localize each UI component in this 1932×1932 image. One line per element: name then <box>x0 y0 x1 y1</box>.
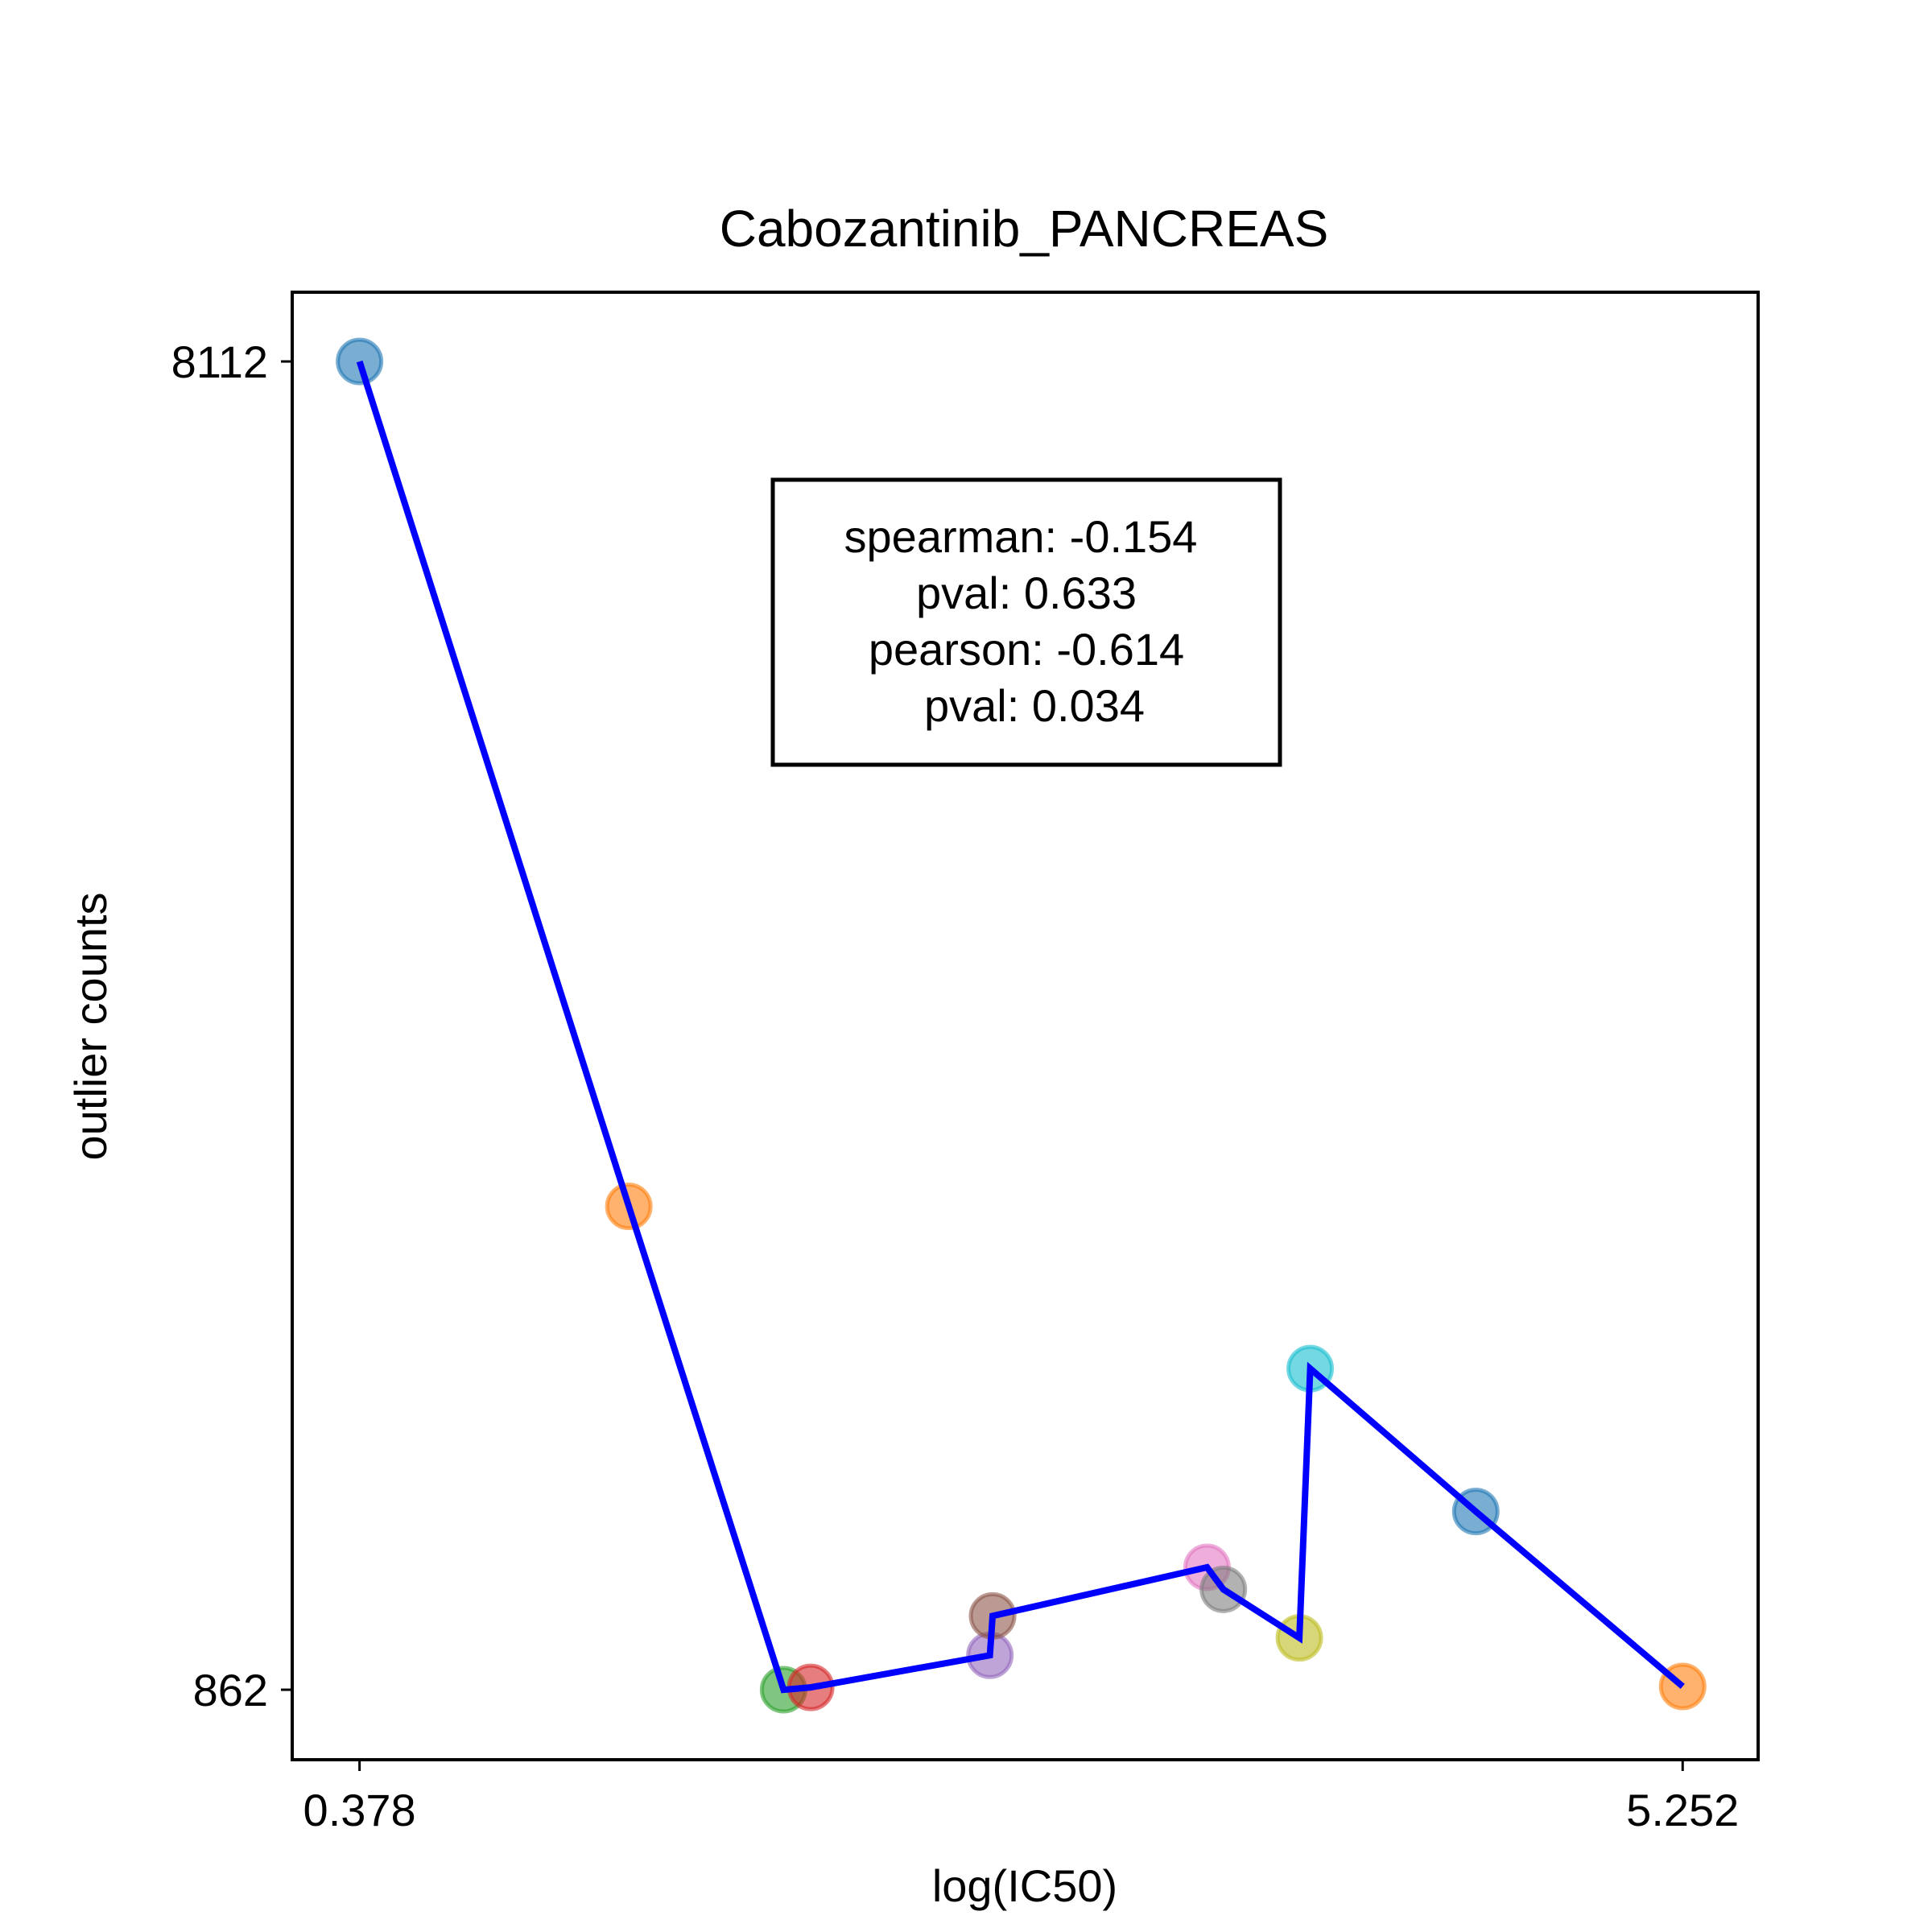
stats-pearson-pval: pval: 0.034 <box>924 680 1145 731</box>
axes-frame <box>291 291 1760 1761</box>
plot-area <box>291 291 1760 1761</box>
trend-line <box>356 360 1685 1694</box>
stats-box: spearman: -0.154 pval: 0.633 pearson: -0… <box>770 477 1282 767</box>
x-axis-ticks: 0.378 5.252 <box>303 1760 1739 1835</box>
line-layer <box>356 360 1685 1694</box>
stats-box-frame <box>770 477 1282 767</box>
stats-spearman-pval: pval: 0.633 <box>916 568 1137 618</box>
stats-pearson: pearson: -0.614 <box>869 624 1184 675</box>
y-axis-ticks: 862 8112 <box>171 336 292 1715</box>
stats-spearman: spearman: -0.154 <box>844 511 1198 562</box>
y-tick-label: 862 <box>193 1665 268 1715</box>
x-tick-label: 5.252 <box>1626 1785 1739 1835</box>
y-axis-label: outlier counts <box>65 892 116 1160</box>
chart-title: Cabozantinib_PANCREAS <box>720 200 1329 258</box>
y-tick-label: 8112 <box>171 336 268 387</box>
x-tick-label: 0.378 <box>303 1785 416 1835</box>
x-axis-label: log(IC50) <box>932 1860 1117 1911</box>
